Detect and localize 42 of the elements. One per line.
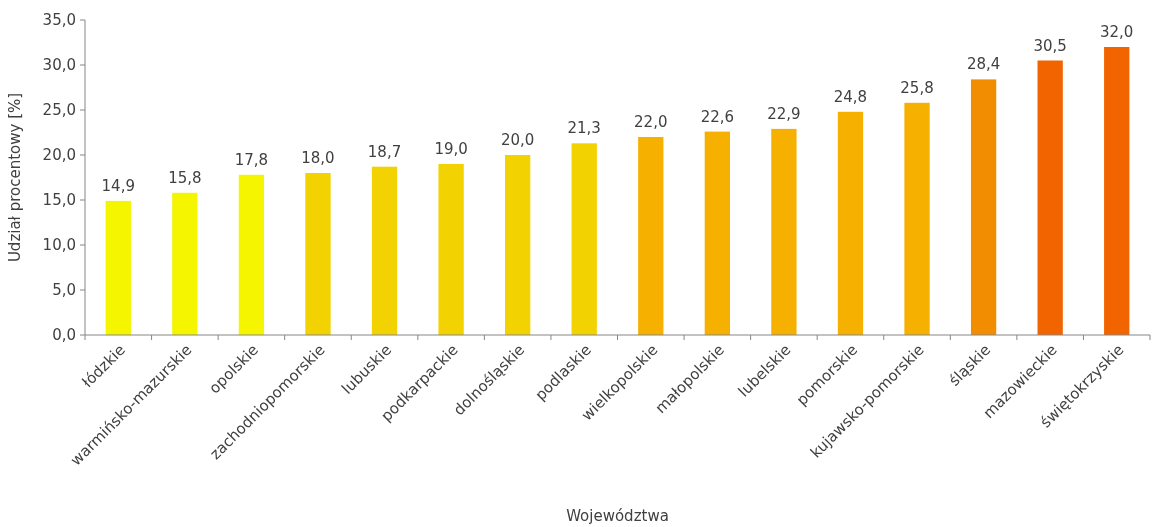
bar [771, 128, 797, 335]
bar [970, 79, 997, 335]
y-tick-label: 20,0 [42, 146, 76, 165]
data-label: 22,9 [767, 104, 801, 123]
data-label: 28,4 [966, 55, 1001, 74]
bar [571, 143, 597, 335]
y-tick-label: 25,0 [42, 101, 76, 120]
data-label: 15,8 [168, 168, 202, 187]
data-label: 32,0 [1100, 23, 1134, 41]
x-axis-title: Województwa [566, 507, 669, 525]
bar [172, 192, 198, 335]
data-label: 22,6 [700, 107, 735, 126]
bar [371, 166, 398, 335]
data-label: 22,0 [634, 113, 668, 131]
data-label: 20,0 [500, 131, 535, 149]
bar [837, 111, 864, 335]
data-label: 18,0 [301, 149, 335, 167]
bar [904, 102, 930, 335]
data-label: 30,5 [1033, 36, 1067, 55]
y-tick-label: 5,0 [52, 281, 76, 300]
data-label: 24,8 [833, 87, 868, 106]
y-tick-label: 15,0 [42, 191, 76, 210]
y-axis-title: Udział procentowy [%] [6, 92, 24, 263]
bar [638, 137, 664, 335]
bar [704, 131, 730, 335]
bar [305, 173, 331, 335]
bar [238, 174, 265, 335]
data-label: 18,7 [367, 142, 402, 161]
y-tick-label: 0,0 [52, 326, 76, 345]
bar [1037, 60, 1063, 335]
bar [438, 164, 464, 335]
y-tick-label: 30,0 [42, 56, 76, 75]
y-tick-label: 10,0 [42, 236, 76, 255]
data-label: 17,8 [234, 150, 269, 169]
data-label: 21,3 [567, 119, 601, 138]
y-tick-label: 35,0 [42, 11, 76, 30]
data-label: 25,8 [900, 78, 934, 97]
bar [105, 200, 131, 335]
bar [1104, 47, 1130, 335]
bar [505, 155, 531, 335]
data-label: 14,9 [101, 176, 135, 195]
data-label: 19,0 [434, 140, 468, 158]
